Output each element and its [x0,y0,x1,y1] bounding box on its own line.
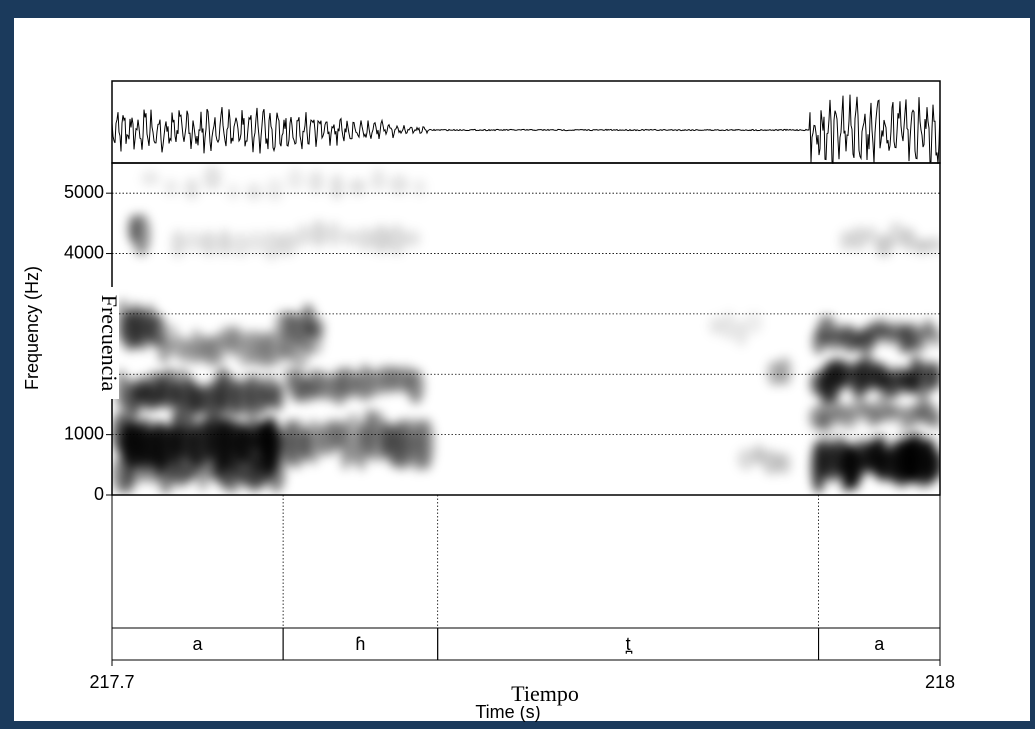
overlay-box [95,287,119,399]
energy [388,174,409,195]
energy [164,178,178,197]
interval-label: a [193,634,204,654]
energy [752,444,766,464]
energy [277,231,297,256]
energy [850,226,868,251]
x-axis-label: Time (s) [475,702,540,722]
energy [348,178,367,195]
energy [183,230,204,252]
energy [268,383,285,412]
energy [226,183,240,200]
energy [184,177,200,200]
energy [372,224,390,254]
energy [265,177,284,202]
energy [308,170,324,194]
energy [929,411,940,430]
energy [708,316,724,336]
energy [330,174,344,200]
energy [413,179,427,196]
energy [201,230,218,256]
energy [776,452,792,475]
overlay-box [500,684,590,706]
energy [370,168,386,192]
energy [295,224,310,248]
energy [269,426,284,461]
energy [778,356,792,386]
energy [925,236,940,253]
energy [721,311,737,341]
energy [874,234,893,257]
energy [930,362,940,390]
energy [387,224,406,255]
x-tick-label: 217.7 [89,672,134,692]
energy [356,227,374,251]
y-tick-label: 4000 [64,242,104,262]
y-tick-label: 1000 [64,423,104,443]
energy [403,229,421,248]
energy [418,418,434,471]
energy [310,219,327,248]
energy [203,165,222,191]
energy [267,453,286,493]
y-tick-label: 5000 [64,182,104,202]
energy [887,221,905,247]
interval-label: ɦ [355,634,365,654]
x-tick-label: 218 [925,672,955,692]
energy [247,230,265,254]
energy [744,311,763,335]
waveform [111,94,941,165]
energy [307,317,325,339]
energy [901,227,917,252]
interval-label: a [874,634,885,654]
energy [407,368,425,405]
energy [218,229,231,256]
energy [132,213,151,256]
energy [864,225,878,244]
energy [839,229,853,252]
energy [140,170,160,187]
y-axis-label: Frequency (Hz) [22,266,42,390]
energy [286,167,304,192]
energy [326,221,342,247]
energy [915,238,928,255]
energy [231,232,250,258]
overlay-x-label: Tiempo [511,681,579,706]
energy [342,228,357,247]
energy [929,328,940,347]
energy [262,229,281,261]
interval [818,627,941,661]
y-tick-label: 0 [94,484,104,504]
energy [761,449,781,475]
energy [246,182,262,201]
energy [171,229,185,258]
overlay-y-label: Frecuencia [97,295,122,392]
energy [928,450,940,480]
spectrogram-image [112,165,940,495]
energy [737,448,756,471]
energy [734,320,748,347]
interval-label: t̪ [625,634,633,655]
